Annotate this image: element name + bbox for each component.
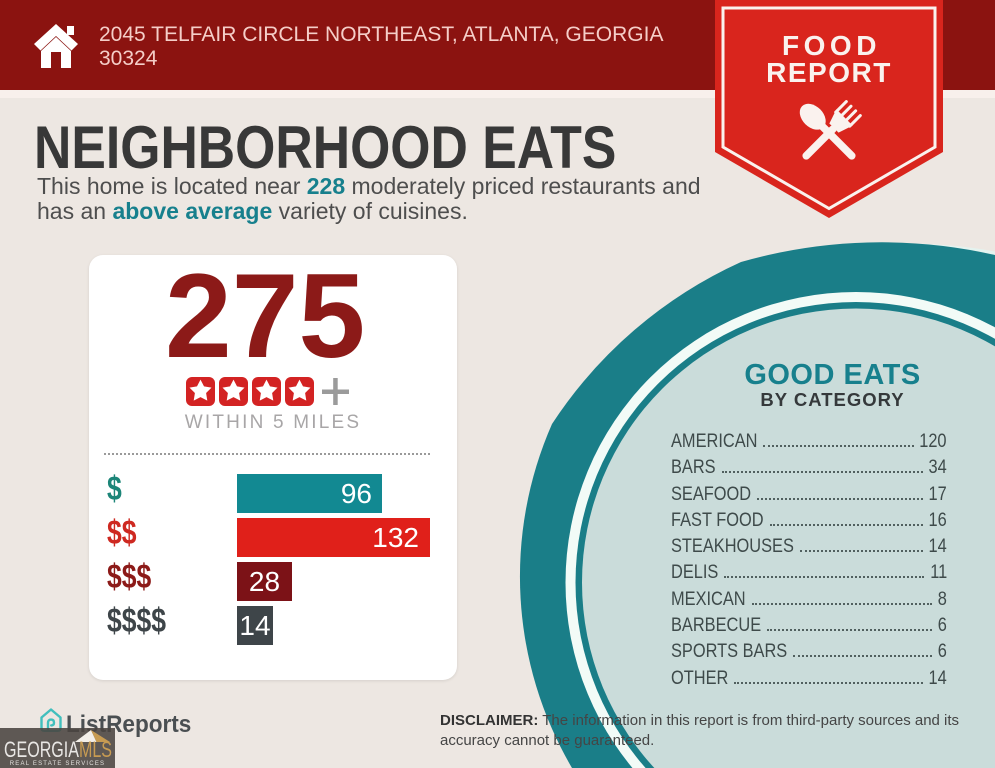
svg-text:REPORT: REPORT: [766, 57, 892, 88]
svg-text:FOOD: FOOD: [782, 30, 881, 61]
